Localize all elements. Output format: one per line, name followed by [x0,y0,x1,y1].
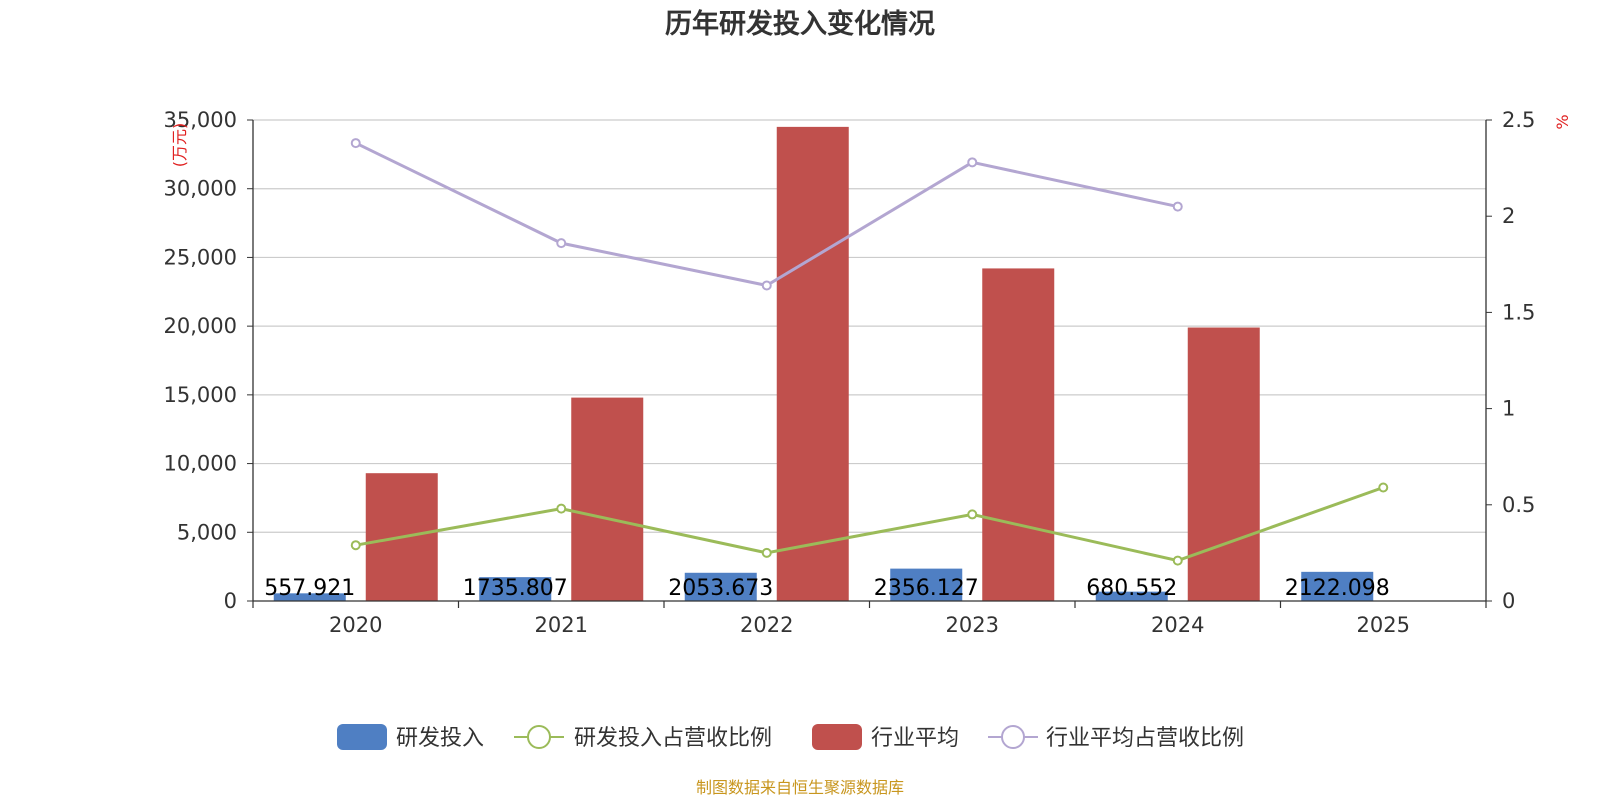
bar-rd-investment [890,568,963,601]
bar-data-label: 2053.673 [668,576,773,601]
y-right-tick-label: 0 [1502,589,1515,613]
y-left-tick-label: 15,000 [164,383,237,407]
y-left-tick-label: 10,000 [164,452,237,476]
y-right-tick-label: 2 [1502,204,1515,228]
lines [350,138,1389,566]
x-tick-label: 2022 [740,613,793,637]
y-left-tick-label: 35,000 [164,108,237,132]
grid [253,119,1486,533]
bar-data-label: 680.552 [1086,576,1177,601]
bar-data-label: 2122.098 [1285,576,1390,601]
y-left-tick-label: 30,000 [164,177,237,201]
y-left-tick-label: 25,000 [164,245,237,269]
bar-industry-average [776,126,849,601]
legend-label: 行业平均占营收比例 [1046,726,1244,751]
line-point [1378,482,1389,493]
bar-industry-average [1187,327,1260,601]
bar-rd-investment [684,572,757,601]
line-point [350,138,361,149]
x-tick-label: 2023 [946,613,999,637]
bar-industry-average [571,397,644,601]
line-point [967,157,978,168]
line-industry-ratio [355,141,1179,288]
line-point [761,547,772,558]
left-axis-unit: (万元) [170,123,189,168]
legend-label: 行业平均 [871,726,959,751]
bar-data-label: 2356.127 [874,576,979,601]
y-right-tick-label: 0.5 [1502,493,1535,517]
y-right-tick-label: 1.5 [1502,300,1535,324]
line-point [1172,555,1183,566]
bar-rd-investment [1095,591,1168,601]
bar-rd-investment [273,593,346,601]
legend-label: 研发投入 [396,726,484,751]
bar-industry-average [982,268,1055,601]
line-point [967,509,978,520]
y-right-tick-label: 1 [1502,397,1515,421]
y-left-tick-label: 20,000 [164,314,237,338]
legend-marker [1001,725,1025,749]
line-point [350,540,361,551]
legend-swatch [337,724,387,750]
legend-marker [527,725,551,749]
bar-data-label: 1735.807 [463,576,568,601]
legend: 研发投入 研发投入占营收比例 行业平均 行业平均占营收比例 [337,724,1244,751]
legend-label: 研发投入占营收比例 [574,726,772,751]
y-left-tick-label: 5,000 [177,520,237,544]
bars [273,126,1374,601]
legend-swatch [812,724,862,750]
x-tick-label: 2020 [329,613,382,637]
bar-data-label: 557.921 [264,576,355,601]
axes: 0 5,000 10,000 15,000 20,000 25,000 30,000 35,0… [164,108,1536,637]
y-right-tick-label: 2.5 [1502,108,1535,132]
line-point [556,238,567,249]
line-rd-ratio [355,486,1384,563]
source-note: 制图数据来自恒生聚源数据库 [696,778,904,797]
x-tick-label: 2025 [1357,613,1410,637]
line-point [556,503,567,514]
right-axis-unit: % [1553,114,1572,129]
bar-rd-investment [1301,571,1374,601]
bar-rd-investment [479,577,552,601]
chart-title: 历年研发投入变化情况 [665,8,935,40]
line-point [1172,201,1183,212]
x-tick-label: 2024 [1151,613,1204,637]
data-labels: 557.921 1735.807 2053.673 2356.127 680.552 21… [264,576,1389,601]
x-tick-label: 2021 [535,613,588,637]
y-left-tick-label: 0 [224,589,237,613]
line-point [761,280,772,291]
